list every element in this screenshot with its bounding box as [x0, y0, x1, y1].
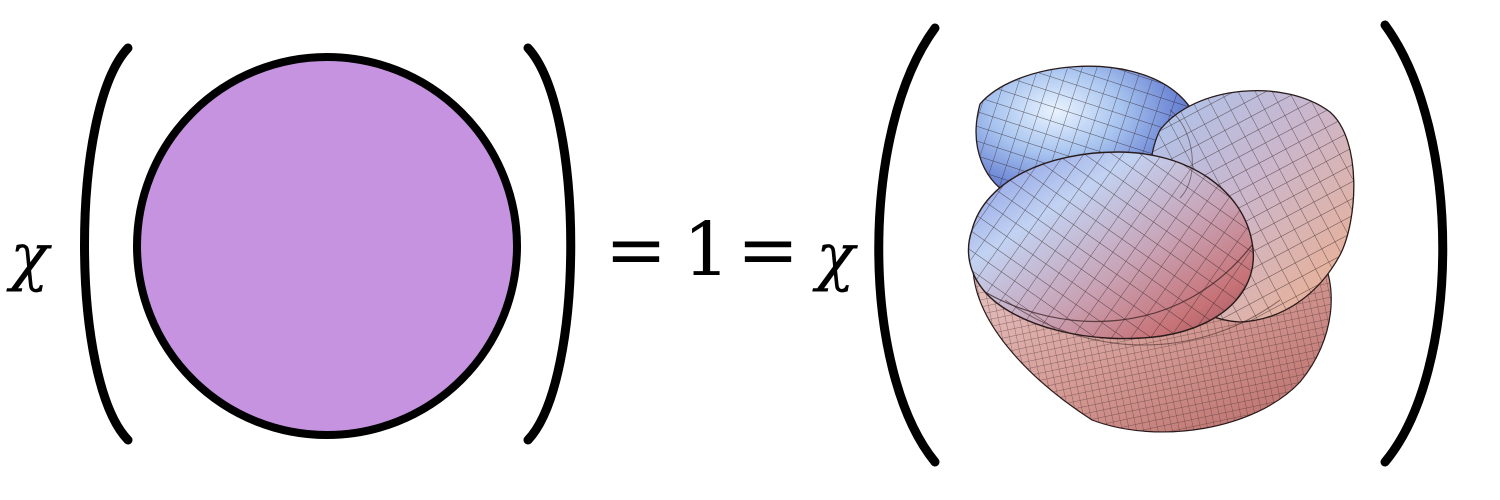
right-paren-open [874, 23, 940, 467]
value-one: 1 [683, 207, 730, 293]
chi-symbol-right: χ [812, 220, 858, 294]
surface-contour-line [1004, 299, 1281, 346]
surface-front-lobe-mesh [968, 152, 1254, 339]
equals-sign-right: = [737, 207, 799, 293]
filled-disk [133, 53, 521, 439]
surface-lobe-edge [1169, 109, 1193, 199]
chi-symbol-left: χ [6, 220, 52, 294]
boys-surface-illustration [967, 65, 1355, 433]
equals-sign-left: = [605, 207, 667, 293]
right-paren-close [1380, 20, 1448, 467]
surface-fold-line [984, 244, 1253, 323]
left-paren-open [80, 43, 133, 445]
left-paren-close [523, 43, 576, 445]
